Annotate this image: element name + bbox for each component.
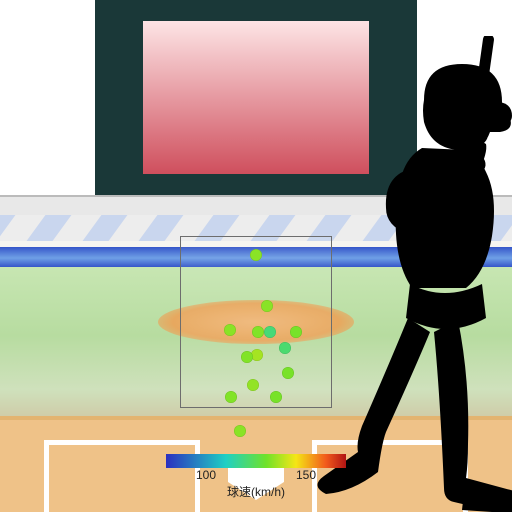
speed-ticks: 100 150 [166,468,346,482]
stage: 100 150 球速(km/h) [0,0,512,512]
pitch-marker [247,379,259,391]
speed-axis-label: 球速(km/h) [166,483,346,500]
speed-tick: 100 [196,468,216,482]
pitch-marker [241,351,253,363]
pitch-marker [264,326,276,338]
pitch-marker [290,326,302,338]
pitch-marker [250,249,262,261]
speed-legend: 100 150 球速(km/h) [166,454,346,500]
pitch-marker [279,342,291,354]
batter-silhouette [314,36,512,512]
pitch-marker [270,391,282,403]
pitch-marker [261,300,273,312]
speed-colorbar [166,454,346,468]
pitch-marker [225,391,237,403]
pitch-marker [224,324,236,336]
pitch-marker [252,326,264,338]
pitch-marker [234,425,246,437]
speed-tick: 150 [296,468,316,482]
pitch-marker [282,367,294,379]
